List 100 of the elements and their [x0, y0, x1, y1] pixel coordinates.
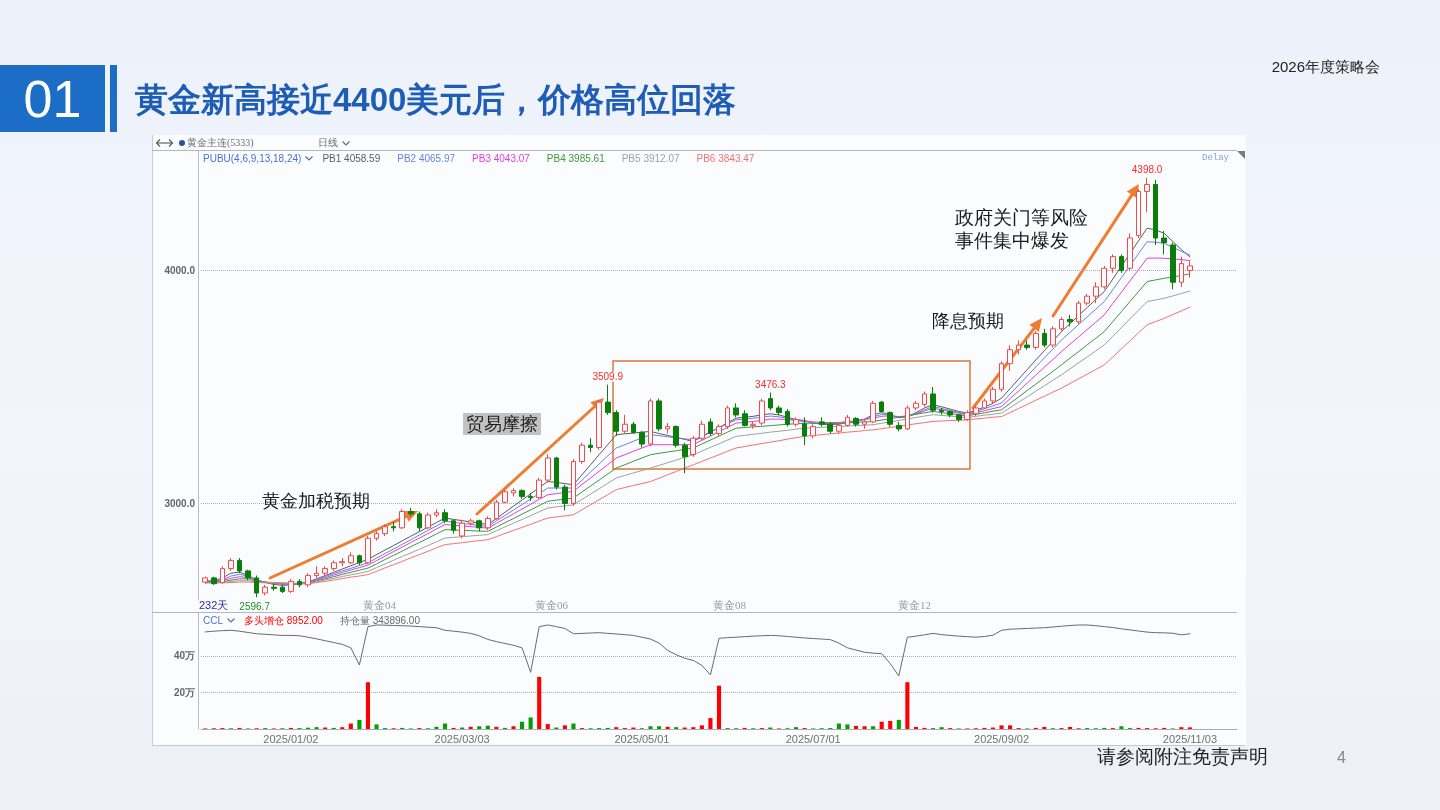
candlestick: [280, 584, 285, 594]
text: 2026年度策略会: [1271, 58, 1380, 76]
bar: [913, 726, 918, 729]
candlestick: [793, 416, 799, 428]
candlestick: [1093, 281, 1099, 304]
candlestick: [733, 402, 739, 418]
x-tick-label: 2025/09/02: [974, 732, 1030, 745]
candlestick: [211, 576, 217, 586]
candlestick: [613, 409, 619, 437]
candlestick: [956, 413, 962, 423]
bar: [699, 725, 704, 729]
candlestick: [845, 414, 850, 428]
annotation: 黄金04: [363, 599, 397, 611]
candlestick: [562, 484, 568, 511]
candlestick: [1024, 339, 1030, 351]
candlestick: [922, 391, 927, 408]
candlestick: [708, 417, 713, 437]
bar: [708, 718, 713, 729]
candlestick: [930, 386, 936, 414]
bar: [1042, 726, 1047, 729]
bar: [862, 726, 867, 729]
annotation: 3476.3: [755, 379, 787, 391]
candlestick: [913, 400, 919, 411]
candlestick: [759, 398, 765, 426]
candlestick: [1170, 242, 1176, 290]
candlestick: [459, 519, 465, 539]
bar: [905, 682, 910, 729]
bar: [657, 726, 662, 729]
candlestick: [648, 398, 653, 447]
annotation: Delay: [1201, 153, 1230, 163]
candlestick: [271, 583, 277, 592]
bar: [537, 676, 542, 729]
candlestick: [1076, 300, 1081, 325]
y-tick-label: 40万: [173, 650, 195, 662]
candlestick: [999, 360, 1004, 393]
annotation: 4398.0: [1131, 164, 1163, 176]
candlestick: [1033, 330, 1039, 351]
candlestick: [331, 559, 337, 572]
bar: [871, 726, 876, 729]
candlestick: [485, 515, 491, 531]
candlestick: [725, 405, 730, 430]
bar: [1067, 726, 1073, 729]
candlestick: [425, 512, 431, 530]
candlestick: [879, 400, 884, 414]
bar: [545, 724, 550, 729]
candlestick: [665, 422, 670, 435]
text: 01: [23, 69, 82, 128]
candlestick: [399, 508, 405, 530]
legend-title: PUBU(4,6,9,13,18,24): [203, 152, 302, 164]
text: 日线: [318, 137, 338, 149]
candlestick: [699, 420, 705, 442]
line-series: [204, 624, 1191, 677]
candlestick: [1153, 179, 1158, 246]
candlestick: [862, 419, 867, 430]
candlestick: [750, 421, 756, 430]
candlestick: [682, 442, 688, 474]
candlestick: [716, 423, 722, 437]
candlestick: [357, 554, 362, 566]
text: PB6 3843.47: [696, 152, 755, 164]
candlestick: [990, 386, 996, 404]
annotation: 黄金06: [535, 599, 569, 611]
candlestick: [802, 416, 807, 446]
candlestick: [417, 511, 422, 532]
candlestick: [228, 557, 234, 572]
candlestick: [288, 578, 294, 594]
candlestick: [827, 421, 833, 435]
candlestick: [305, 572, 311, 588]
candlestick: [1059, 316, 1064, 332]
candlestick: [1016, 339, 1021, 355]
candlestick: [1067, 314, 1073, 327]
candlestick: [785, 408, 790, 428]
candlestick: [382, 523, 388, 537]
candlestick: [348, 551, 354, 565]
candlestick: [579, 442, 585, 465]
text: PB1 4058.59: [322, 152, 381, 164]
bar: [528, 717, 533, 729]
candlestick: [1187, 260, 1193, 279]
bar: [562, 725, 567, 729]
text: PB4 3985.61: [546, 152, 606, 164]
bar: [571, 723, 576, 729]
text: 多头增仓 8952.00: [244, 614, 324, 626]
candlestick: [297, 578, 302, 588]
bar: [716, 685, 722, 729]
candlestick: [1084, 293, 1090, 307]
candlestick: [476, 519, 482, 532]
candlestick: [502, 488, 508, 504]
candlestick: [528, 492, 533, 502]
text: 黄金主连(5333): [187, 137, 254, 149]
candlestick: [202, 576, 208, 585]
bar: [434, 726, 439, 729]
candlestick: [870, 400, 876, 424]
candlestick: [254, 575, 259, 598]
candlestick: [973, 405, 979, 417]
candlestick: [887, 410, 893, 428]
candlestick: [742, 409, 748, 428]
bar: [357, 719, 362, 729]
candlestick: [939, 407, 944, 416]
candlestick: [511, 487, 516, 497]
candlestick: [1144, 177, 1150, 213]
candlestick: [1119, 253, 1124, 274]
